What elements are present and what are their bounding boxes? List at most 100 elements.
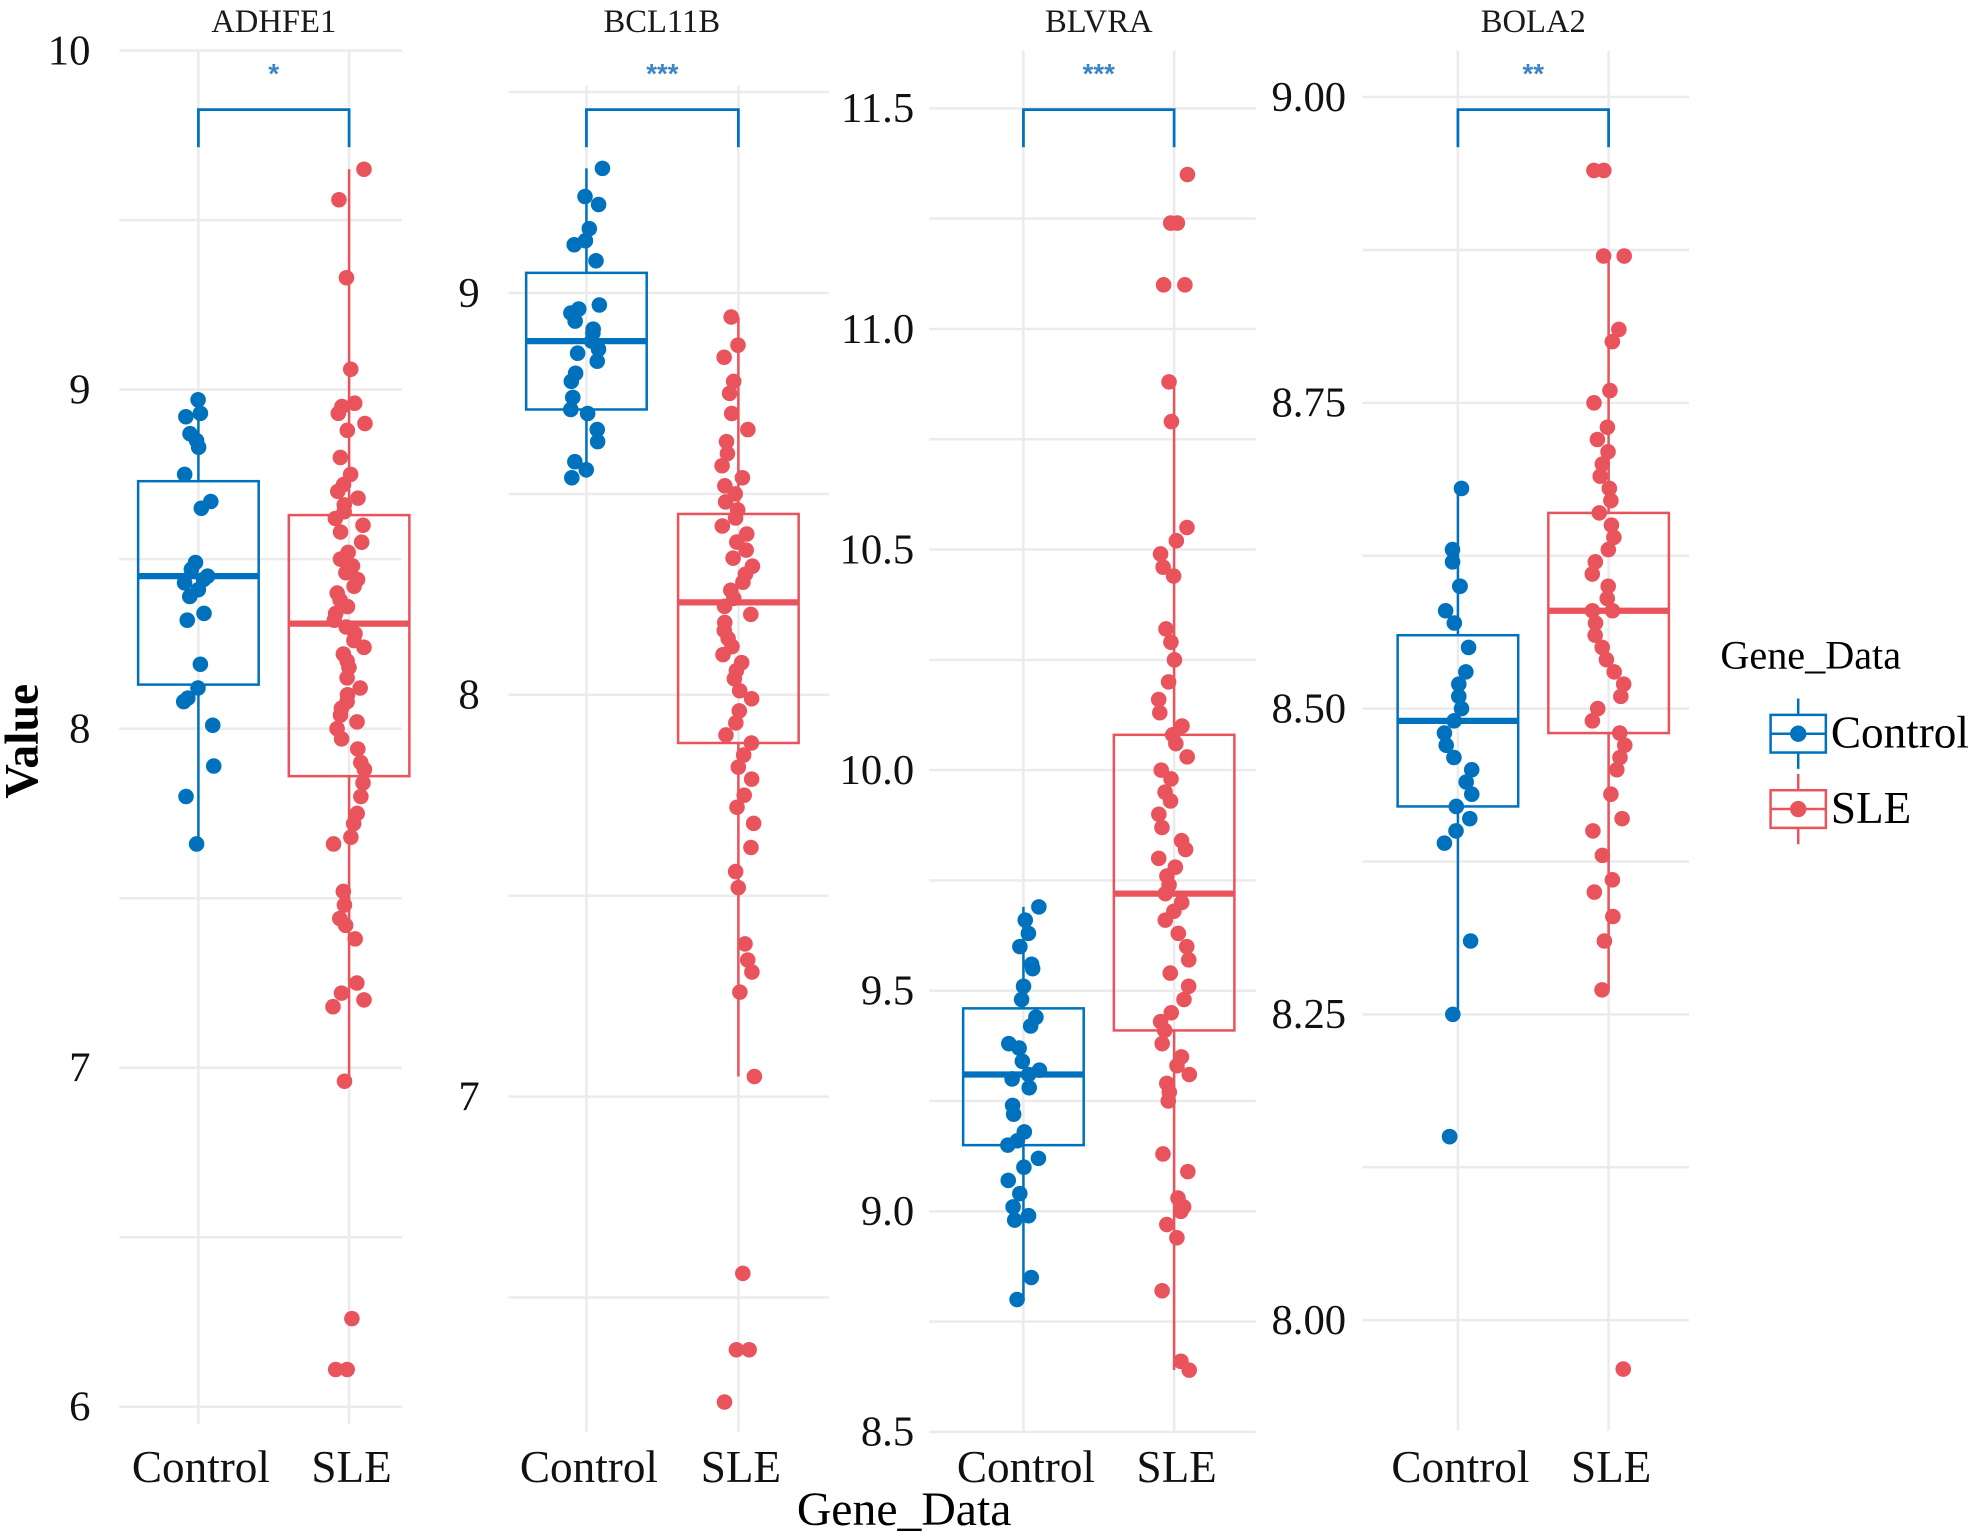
data-point [333,985,350,1001]
y-tick-label: 7 [458,1073,479,1120]
data-point [743,839,759,856]
significance-bracket: *** [585,58,740,148]
data-point [1453,700,1470,717]
data-point [346,578,362,595]
x-tick-label: Control [520,1442,658,1492]
data-point [1151,806,1167,823]
data-point [192,656,209,673]
y-tick-label: 9.00 [1271,74,1346,121]
data-point [1155,559,1171,575]
data-point [1020,1207,1037,1224]
data-point [723,309,739,325]
data-point [353,534,370,550]
points-sle [325,161,373,1378]
data-point [1609,761,1625,778]
data-point [1586,884,1603,900]
data-point [1017,912,1034,928]
data-point [1436,725,1453,741]
data-point [1015,978,1032,995]
data-point [1157,885,1174,902]
data-point [335,883,352,900]
x-axis-label: Gene_Data [797,1483,1012,1536]
data-point [1448,798,1465,815]
data-point [739,952,756,968]
data-point [190,392,206,408]
data-point [1023,1269,1040,1286]
panels: 6 7 8 9 10 ADHFE1 Control SLE * 7 8 9 BCL11B Control S… [48,4,1689,1492]
y-tick-label: 7 [69,1045,90,1092]
data-point [1166,652,1183,668]
panel-blvra: 8.5 9.0 9.5 10.0 10.5 11.0 11.5 BLVRA Control SLE… [839,4,1256,1492]
data-point [1462,810,1478,827]
data-point [1594,847,1611,864]
y-tick-label: 10.5 [839,526,914,573]
data-point [352,680,368,696]
data-point [331,191,347,208]
significance-bracket: *** [1022,58,1176,148]
data-point [190,439,207,456]
data-point [175,693,192,710]
data-point [735,574,751,591]
data-point [1615,1361,1632,1377]
data-point [1170,925,1187,942]
data-point [1602,382,1618,399]
legend-item-sle[interactable]: SLE [1769,773,1912,845]
data-point [734,470,751,486]
y-tick-label: 8.00 [1271,1297,1346,1344]
panel-title: BCL11B [603,4,720,40]
data-point [1458,664,1474,680]
data-point [1441,1128,1458,1145]
data-point [1013,991,1030,1008]
data-point [326,612,343,628]
data-point [178,408,194,425]
data-point [339,598,356,615]
data-point [1600,578,1616,595]
data-point [1598,651,1615,668]
data-point [719,445,736,462]
y-tick-label: 8.50 [1271,685,1346,732]
data-point [730,337,746,353]
data-point [176,466,193,483]
data-point [1004,1071,1020,1087]
data-point [181,588,198,605]
data-point [1585,823,1601,839]
data-point [581,220,598,237]
data-point [566,236,582,253]
y-tick-label: 10 [48,27,91,74]
y-tick-label: 10.0 [839,747,914,794]
data-point [1452,578,1468,595]
data-point [1611,321,1627,338]
legend-key-control-icon [1769,698,1828,769]
data-point [205,758,222,774]
panel-adhfe1: 6 7 8 9 10 ADHFE1 Control SLE * [48,4,411,1492]
data-point [1462,933,1479,949]
data-point [1453,480,1470,497]
data-point [1006,1212,1023,1228]
legend-key-sle-icon [1769,773,1828,845]
data-point [578,461,595,478]
data-point [564,389,581,406]
data-point [1012,1185,1028,1202]
data-point [736,787,752,804]
data-point [1180,1163,1196,1180]
data-point [1448,823,1464,839]
data-point [1614,810,1630,827]
data-point [1162,215,1179,231]
data-point [339,422,356,439]
data-point [718,433,735,450]
data-point [1173,1203,1189,1220]
legend-item-control[interactable]: Control [1769,698,1969,769]
data-point [1014,1053,1031,1070]
data-point [1451,688,1467,705]
data-point [338,564,354,581]
data-point [730,879,747,896]
data-point [1179,519,1195,536]
data-point [356,161,372,178]
data-point [744,964,760,980]
data-point [1604,333,1621,350]
data-point [725,550,741,566]
y-tick-label: 8 [458,672,479,719]
data-point [356,761,373,778]
data-point [1604,872,1621,888]
